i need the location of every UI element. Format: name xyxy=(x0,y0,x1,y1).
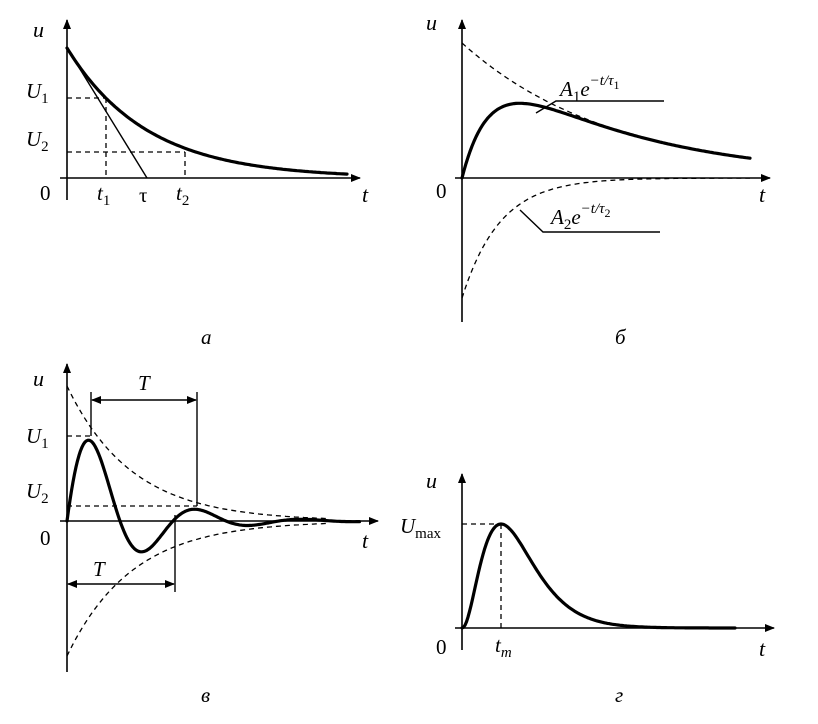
panel-d-y-axis-label: u xyxy=(426,468,437,493)
panel-d-caption: г xyxy=(615,683,623,707)
panel-a-origin: 0 xyxy=(40,181,51,205)
panel-c: u t 0 T T U1 U2 в xyxy=(26,363,379,707)
panel-a-caption: а xyxy=(201,325,212,349)
panel-b-origin: 0 xyxy=(436,179,447,203)
panel-a-tangent-line xyxy=(66,47,148,179)
panel-b-label1: A1e−t/τ1 xyxy=(558,73,619,105)
panel-a-U1-label: U1 xyxy=(26,79,49,107)
panel-b-negative-exponential xyxy=(461,177,750,299)
panel-c-x-axis-label: t xyxy=(362,528,369,553)
panel-b-y-axis-label: u xyxy=(426,10,437,35)
panel-c-T-top-label: T xyxy=(138,371,151,395)
panel-a: u t 0 U1 U2 t1 τ t2 а xyxy=(26,17,369,349)
panel-c-U2-label: U2 xyxy=(26,479,49,507)
panel-d-pulse-curve xyxy=(460,522,737,630)
panel-c-origin: 0 xyxy=(40,526,51,550)
panel-c-U1-label: U1 xyxy=(26,424,49,452)
panel-a-tau-label: τ xyxy=(139,183,147,207)
panel-d-origin: 0 xyxy=(436,635,447,659)
panel-a-U2-label: U2 xyxy=(26,127,49,155)
panel-d-x-axis-label: t xyxy=(759,636,766,661)
panel-b-label2-leader xyxy=(519,209,660,233)
panel-a-t1-label: t1 xyxy=(97,181,110,209)
panel-a-t2-label: t2 xyxy=(176,181,189,209)
panel-b-resulting-curve xyxy=(460,101,752,180)
panel-d-Umax-label: Umax xyxy=(400,514,441,542)
panel-c-caption: в xyxy=(201,683,210,707)
panel-d-tm-label: tm xyxy=(495,633,512,661)
panel-b-label1-leader xyxy=(535,100,664,114)
panel-c-damped-oscillation xyxy=(65,438,362,554)
panel-a-x-axis-label: t xyxy=(362,182,369,207)
panel-c-T-bottom-label: T xyxy=(93,557,106,581)
panel-c-y-axis-label: u xyxy=(33,366,44,391)
panel-d: u t 0 Umax tm г xyxy=(400,468,775,707)
panel-c-lower-envelope xyxy=(66,522,329,657)
panel-b-caption: б xyxy=(615,325,627,349)
panel-a-y-axis-label: u xyxy=(33,17,44,42)
panel-b-label2: A2e−t/τ2 xyxy=(549,201,610,233)
panel-b: u t 0 A1e−t/τ1 A2e−t/τ2 б xyxy=(426,10,771,349)
panel-a-decay-curve xyxy=(65,46,349,176)
panel-b-x-axis-label: t xyxy=(759,182,766,207)
